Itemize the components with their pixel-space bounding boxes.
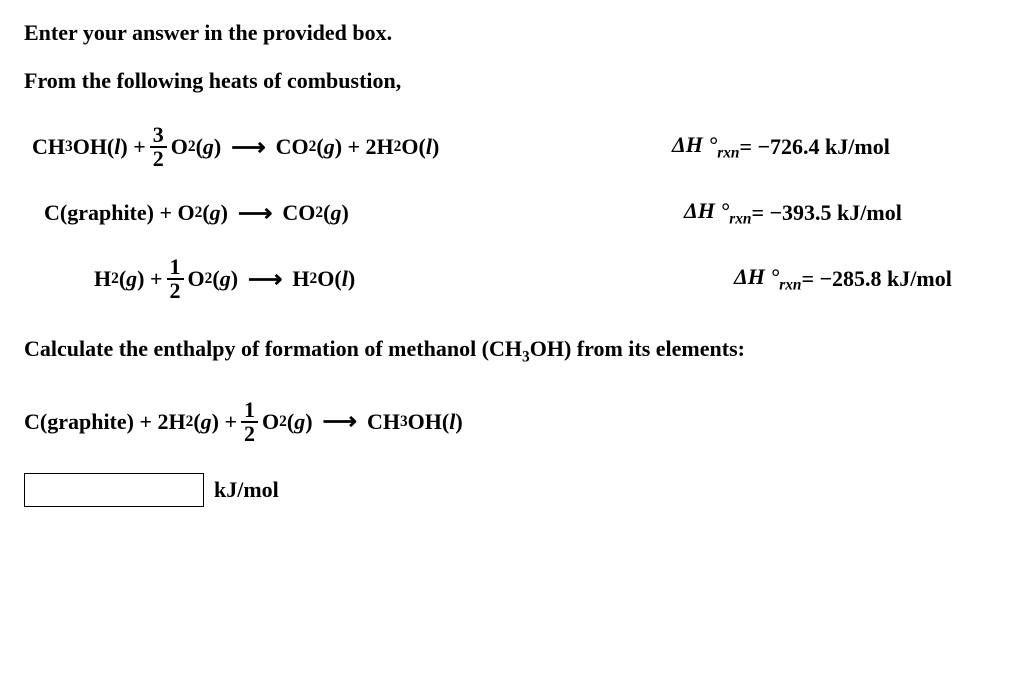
target-equation: C(graphite) + 2H2(g ) + 12O2(g ) ⟶ CH3OH… (24, 399, 1000, 445)
equation-row-2: C(graphite) + O2(g ) ⟶ CO2(g ) ΔH °rxn =… (24, 198, 1000, 228)
equation-3-right: ΔH °rxn = −285.8 kJ/mol (734, 264, 952, 294)
question-prompt: Calculate the enthalpy of formation of m… (24, 336, 1000, 366)
delta-h-value-1: = −726.4 kJ/mol (739, 134, 889, 160)
intro-line: From the following heats of combustion, (24, 68, 1000, 94)
delta-h-label: ΔH °rxn (734, 264, 801, 294)
answer-unit: kJ/mol (214, 477, 279, 503)
equation-2-right: ΔH °rxn = −393.5 kJ/mol (684, 198, 902, 228)
equation-row-3: H2(g ) + 12O2(g ) ⟶ H2O(l) ΔH °rxn = −28… (24, 256, 1000, 302)
target-equation-left: C(graphite) + 2H2(g ) + 12O2(g ) ⟶ CH3OH… (24, 399, 463, 445)
equation-3-left: H2(g ) + 12O2(g ) ⟶ H2O(l) (24, 256, 734, 302)
delta-h-value-3: = −285.8 kJ/mol (801, 266, 951, 292)
delta-h-label: ΔH °rxn (672, 132, 739, 162)
equation-row-1: CH3OH(l) + 32O2(g ) ⟶ CO2(g ) + 2H2O(l) … (24, 124, 1000, 170)
answer-row: kJ/mol (24, 473, 1000, 507)
equation-1-left: CH3OH(l) + 32O2(g ) ⟶ CO2(g ) + 2H2O(l) (24, 124, 672, 170)
answer-input[interactable] (24, 473, 204, 507)
delta-h-label: ΔH °rxn (684, 198, 751, 228)
equation-2-left: C(graphite) + O2(g ) ⟶ CO2(g ) (24, 199, 684, 228)
delta-h-value-2: = −393.5 kJ/mol (751, 200, 901, 226)
equation-1-right: ΔH °rxn = −726.4 kJ/mol (672, 132, 890, 162)
instruction-line: Enter your answer in the provided box. (24, 20, 1000, 46)
